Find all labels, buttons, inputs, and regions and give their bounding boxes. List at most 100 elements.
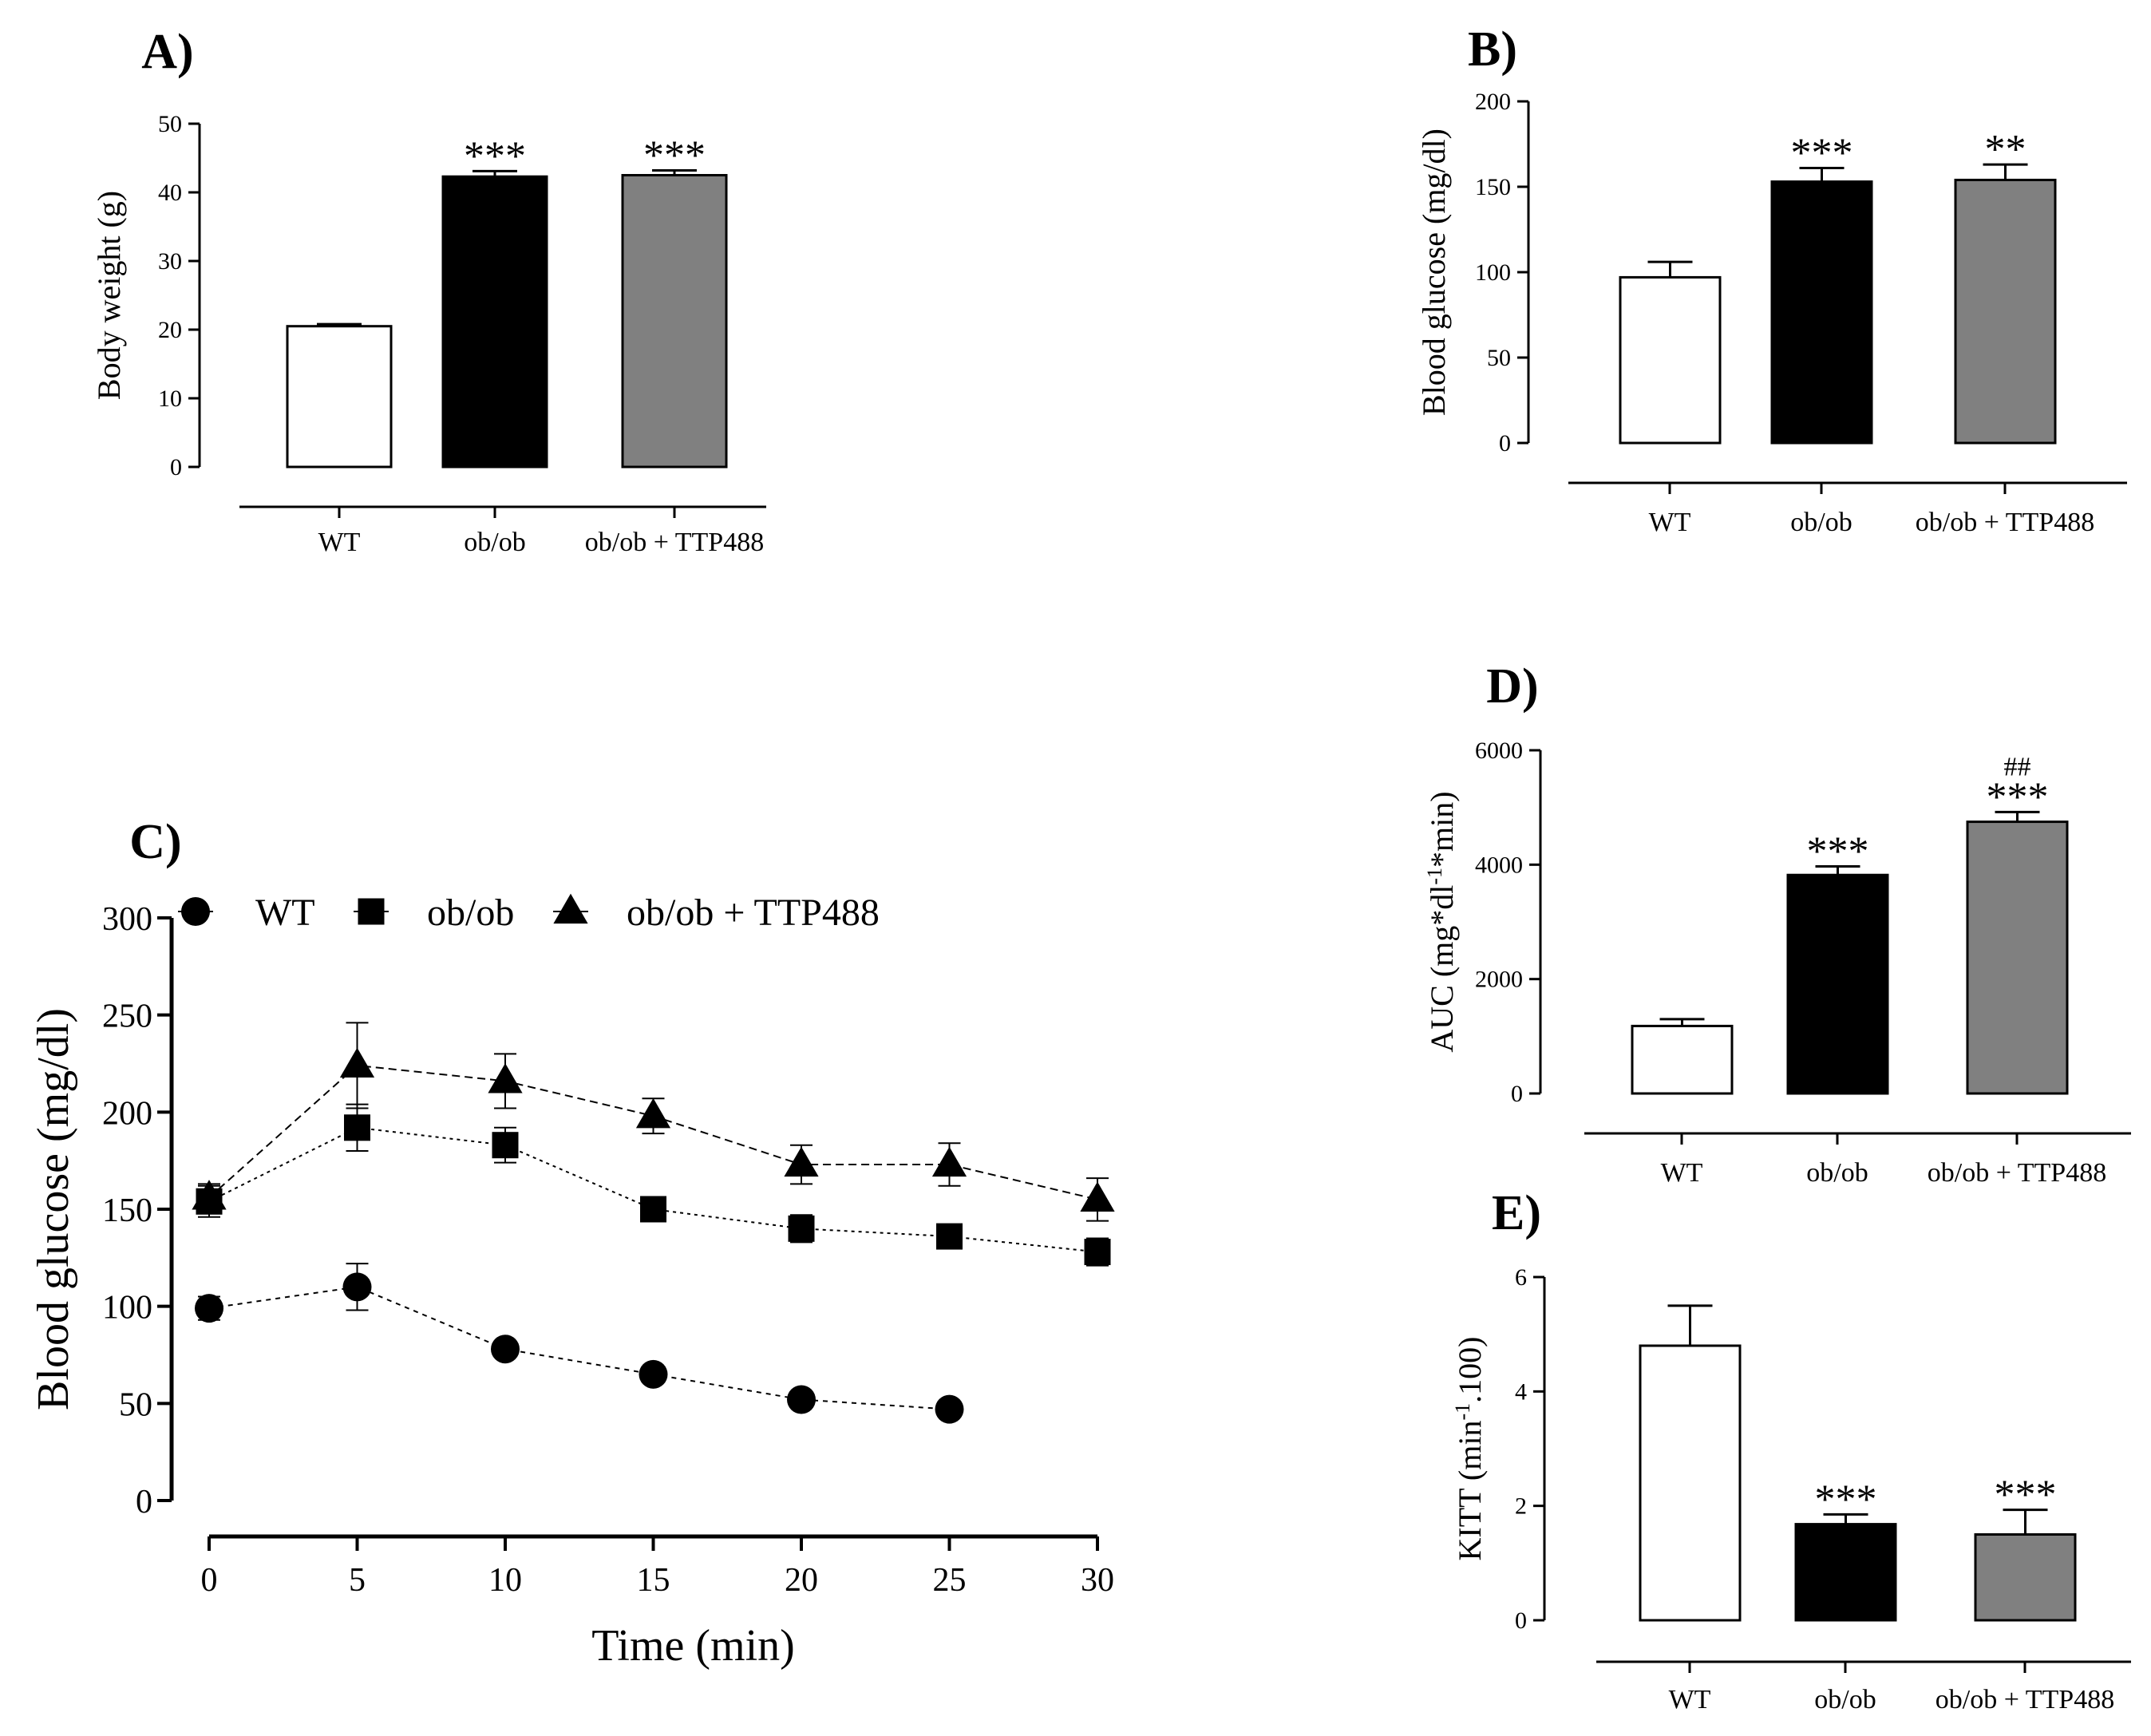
legend: WT ob/ob ob/ob + TTP488 — [178, 892, 880, 934]
x-tick-label: ob/ob — [1790, 508, 1852, 537]
panel-label: B) — [1468, 22, 1517, 77]
y-axis-title-tail: .100) — [1452, 1337, 1488, 1403]
x-tick-label: ob/ob — [464, 528, 525, 557]
legend-marker — [553, 893, 588, 924]
y-axis-title: AUC (mg*dl-1*min) — [1423, 791, 1461, 1052]
y-tick-label: 6 — [1515, 1264, 1527, 1291]
y-tick-label: 200 — [1475, 89, 1511, 115]
x-tick-label: ob/ob + TTP488 — [1928, 1158, 2106, 1188]
x-tick-label: 5 — [349, 1562, 366, 1599]
y-axis-title: Blood glucose (mg/dl) — [29, 1008, 78, 1410]
y-tick-label: 0 — [136, 1484, 152, 1520]
y-tick-label: 4000 — [1475, 852, 1523, 878]
significance-label: *** — [1987, 774, 2049, 820]
significance-label: *** — [1995, 1473, 2057, 1518]
series-ob-ob-ttp488 — [192, 1022, 1115, 1222]
y-tick-label: 2 — [1515, 1493, 1527, 1520]
significance-label: *** — [643, 132, 706, 178]
x-tick-label: 20 — [785, 1562, 818, 1599]
bar-wt — [1639, 1344, 1742, 1622]
data-point — [192, 1180, 227, 1210]
series-line — [208, 1126, 1098, 1253]
y-tick-label: 200 — [102, 1095, 152, 1132]
significance-label: *** — [1791, 130, 1853, 176]
legend-marker — [358, 898, 385, 925]
data-point — [339, 1047, 375, 1078]
data-point — [935, 1394, 964, 1424]
data-point — [787, 1385, 816, 1414]
data-point — [195, 1294, 223, 1323]
data-point — [491, 1335, 520, 1364]
y-tick-label: 2000 — [1475, 967, 1523, 993]
panel-e-kitt-chart: E) 0 2 4 6 KITT (min-1.100) *** *** WT ob/ob ob/ob… — [1451, 1186, 2131, 1714]
data-point — [344, 1114, 370, 1141]
legend-marker — [181, 897, 210, 926]
bar-ob-ob-ttp488 — [1954, 178, 2057, 445]
y-axis-title: Body weight (g) — [91, 191, 127, 400]
y-axis-title: Blood glucose (mg/dl) — [1416, 129, 1452, 416]
panel-label: D) — [1486, 659, 1538, 714]
x-tick-label: 10 — [488, 1562, 522, 1599]
y-tick-label: 0 — [1499, 430, 1511, 457]
bar-wt — [286, 325, 393, 469]
significance-label: *** — [1807, 828, 1869, 874]
data-point — [639, 1359, 668, 1389]
data-point — [788, 1215, 815, 1242]
y-tick-label: 150 — [1475, 174, 1511, 200]
x-axis-title: Time (min) — [591, 1621, 795, 1671]
x-tick-label: WT — [1661, 1158, 1703, 1188]
panel-a-body-weight-chart: A) 0 10 20 30 40 50 Body weight (g) *** *** WT ob/o… — [91, 25, 766, 557]
data-point — [1080, 1181, 1115, 1212]
data-point — [635, 1097, 671, 1129]
y-tick-label: 4 — [1515, 1378, 1527, 1405]
legend-label: ob/ob — [427, 892, 514, 934]
bar-ob-ob — [1770, 180, 1873, 445]
x-tick-label: 15 — [637, 1562, 670, 1599]
y-tick-label: 0 — [1515, 1607, 1527, 1634]
bar-wt — [1631, 1024, 1734, 1095]
y-tick-label: 100 — [102, 1290, 152, 1327]
y-tick-label: 0 — [1511, 1081, 1523, 1107]
y-axis-title-main: AUC (mg*dl — [1424, 885, 1460, 1053]
x-tick-label: ob/ob + TTP488 — [1916, 508, 2094, 537]
y-tick-label: 150 — [102, 1192, 152, 1229]
y-axis-title-superscript: -1 — [1451, 1403, 1474, 1421]
y-tick-label: 10 — [158, 386, 182, 412]
x-tick-label: WT — [1669, 1685, 1711, 1714]
panel-label: C) — [129, 815, 181, 869]
bar-wt — [1619, 275, 1722, 445]
y-axis-title-tail: *min) — [1424, 791, 1460, 868]
data-point — [931, 1146, 967, 1177]
y-tick-label: 50 — [158, 111, 182, 137]
y-tick-label: 100 — [1475, 259, 1511, 286]
bar-ob-ob — [441, 175, 548, 469]
y-tick-label: 50 — [119, 1386, 152, 1423]
significance-label: *** — [1815, 1477, 1877, 1522]
data-point — [784, 1146, 819, 1177]
bar-ob-ob-ttp488 — [621, 174, 728, 469]
data-point — [492, 1132, 519, 1159]
bar-ob-ob — [1786, 873, 1889, 1095]
x-tick-label: 0 — [201, 1562, 218, 1599]
y-tick-label: 50 — [1487, 345, 1511, 371]
series-wt — [195, 1263, 964, 1424]
x-tick-label: ob/ob + TTP488 — [1936, 1685, 2114, 1714]
data-point — [342, 1272, 372, 1302]
y-tick-label: 0 — [170, 454, 182, 480]
x-tick-label: ob/ob — [1814, 1685, 1876, 1714]
y-tick-label: 30 — [158, 248, 182, 275]
y-axis-title-superscript: -1 — [1423, 868, 1446, 885]
y-tick-label: 6000 — [1475, 738, 1523, 764]
x-tick-label: 25 — [933, 1562, 967, 1599]
significance-label-secondary: ## — [2004, 752, 2031, 781]
bar-ob-ob-ttp488 — [1974, 1533, 2077, 1622]
y-tick-label: 40 — [158, 180, 182, 206]
panel-label: A) — [141, 25, 193, 79]
x-tick-label: ob/ob + TTP488 — [585, 528, 764, 557]
x-tick-label: WT — [1649, 508, 1691, 537]
x-tick-label: 30 — [1081, 1562, 1114, 1599]
series-line — [208, 1286, 950, 1410]
